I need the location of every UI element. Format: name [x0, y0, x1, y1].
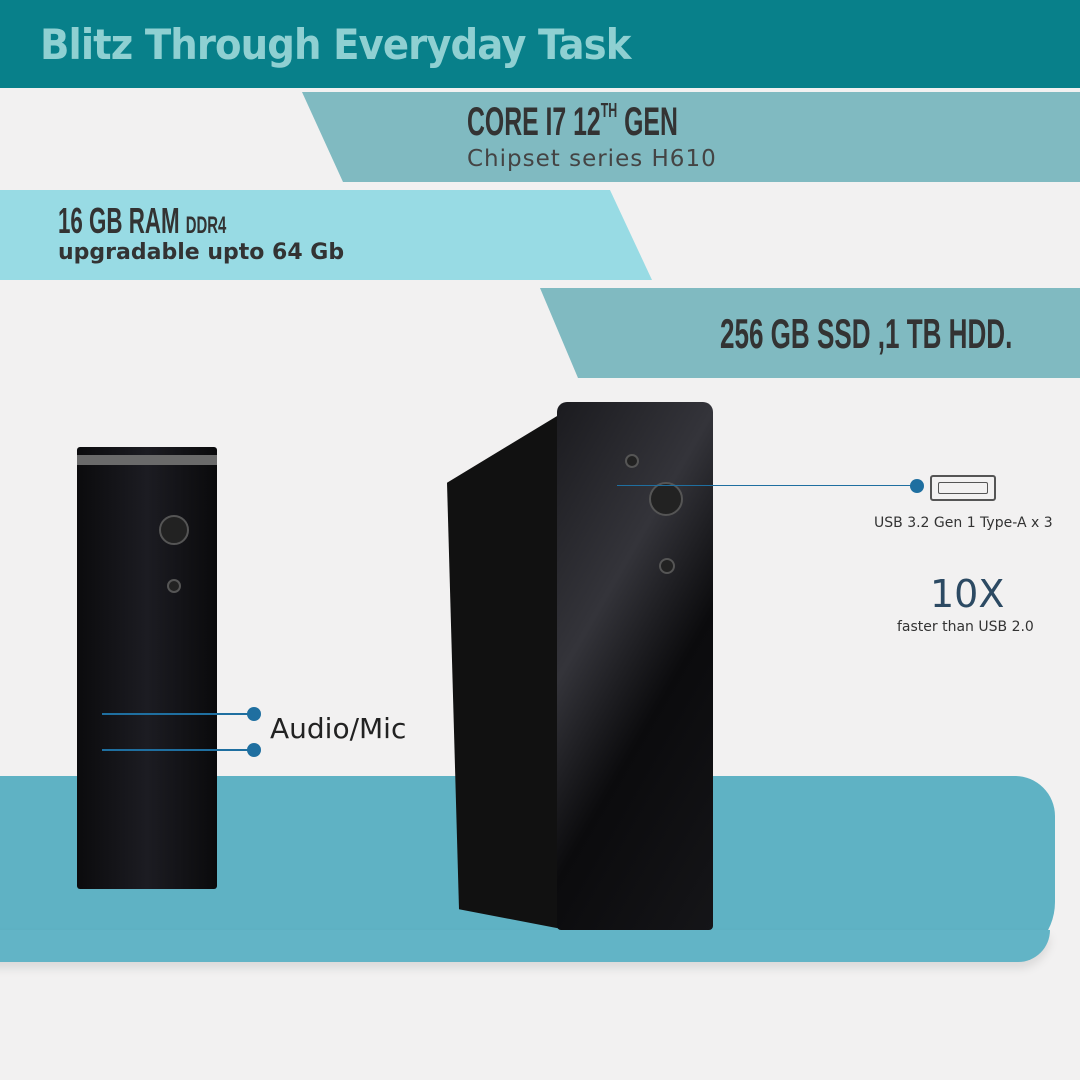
ram-title: 16 GB RAM DDR4 [58, 200, 227, 241]
power-button-icon [649, 482, 683, 516]
storage-band [540, 288, 1080, 378]
audio-callout-line [102, 713, 254, 715]
audio-callout-dot [247, 707, 261, 721]
pc-tower-angled-image [557, 402, 713, 930]
audio-mic-label: Audio/Mic [270, 712, 407, 745]
cpu-band [302, 92, 1080, 182]
pc-tower-front-image [77, 447, 217, 889]
usb-port-icon [930, 475, 996, 501]
header-bar [0, 0, 1080, 88]
led-icon [625, 454, 639, 468]
ram-subtitle: upgradable upto 64 Gb [58, 240, 345, 265]
reset-button-icon [167, 579, 181, 593]
table-edge [0, 930, 1050, 962]
speed-note: faster than USB 2.0 [897, 619, 1034, 635]
pc-tower-side-image [447, 410, 567, 930]
usb-callout-dot [910, 479, 924, 493]
cpu-subtitle: Chipset series H610 [467, 146, 717, 172]
usb-label: USB 3.2 Gen 1 Type-A x 3 [874, 515, 1053, 531]
power-button-icon [159, 515, 189, 545]
ram-band [0, 190, 652, 280]
page-title: Blitz Through Everyday Task [40, 20, 631, 69]
speed-value: 10X [930, 572, 1005, 616]
usb-callout-line [617, 485, 917, 486]
tower-top-strip [77, 455, 217, 465]
mic-callout-line [102, 749, 254, 751]
reset-button-icon [659, 558, 675, 574]
mic-callout-dot [247, 743, 261, 757]
cpu-title: CORE I7 12TH GEN [467, 100, 678, 144]
storage-title: 256 GB SSD ,1 TB HDD. [720, 310, 1013, 357]
